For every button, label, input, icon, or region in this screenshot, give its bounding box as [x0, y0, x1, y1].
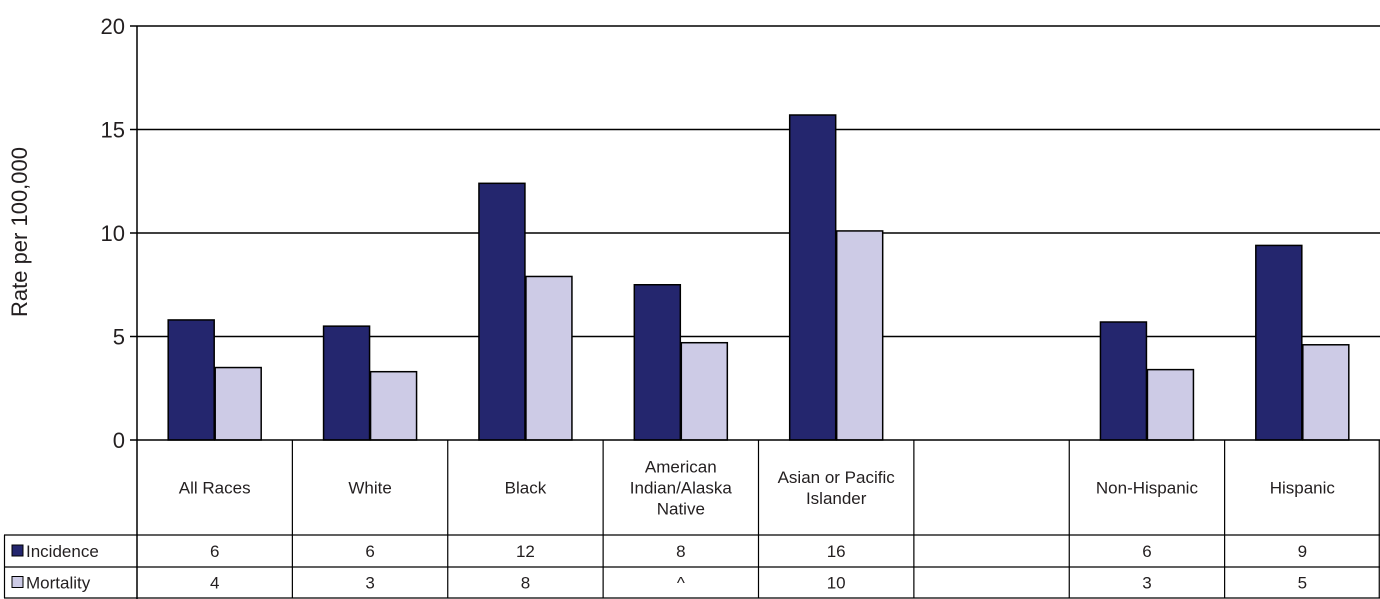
bar-mortality [835, 230, 884, 441]
bars [167, 114, 1350, 441]
table-cell-value: 5 [1298, 574, 1307, 593]
table-cell-value: 10 [827, 574, 846, 593]
y-tick-label: 0 [113, 428, 125, 453]
y-axis-label: Rate per 100,000 [7, 147, 32, 317]
category-label: Asian or Pacific [778, 468, 896, 487]
bar-incidence [322, 325, 371, 441]
bar-incidence [1099, 321, 1148, 441]
bar-incidence [1255, 244, 1303, 441]
data-table: All Races White Black American Indian/Alaska… [3, 440, 1380, 599]
legend-label-incidence: Incidence [26, 542, 99, 561]
y-tick-label: 15 [101, 118, 125, 143]
bar-mortality [1146, 368, 1195, 441]
table-cell-value: 3 [1142, 574, 1151, 593]
table-cell-value: 6 [210, 542, 219, 561]
table-cell-value: 16 [827, 542, 846, 561]
bar-incidence [478, 182, 526, 441]
legend-label-mortality: Mortality [26, 574, 91, 593]
bar-mortality [1302, 344, 1350, 441]
table-cell-value: 9 [1298, 542, 1307, 561]
bar-mortality [369, 370, 418, 441]
bar-mortality [525, 275, 573, 441]
legend-swatch-mortality [11, 576, 24, 588]
bar-incidence [788, 114, 837, 441]
y-tick-label: 5 [113, 325, 125, 350]
category-label: Indian/Alaska [630, 479, 733, 498]
category-label: Non-Hispanic [1096, 479, 1199, 498]
table-cell-value: 6 [1142, 542, 1151, 561]
category-label: Black [505, 479, 547, 498]
y-tick-label: 10 [101, 221, 125, 246]
table-cell-value: ^ [677, 574, 685, 593]
bar-incidence [633, 284, 682, 441]
category-label: White [348, 479, 391, 498]
category-label: Islander [806, 489, 867, 508]
category-label: Hispanic [1270, 479, 1336, 498]
table-cell-value: 4 [210, 574, 219, 593]
bar-mortality [214, 366, 262, 441]
category-label: All Races [179, 479, 251, 498]
y-tick-label: 20 [101, 14, 125, 39]
legend-swatch-incidence [11, 544, 24, 557]
bar-mortality [680, 341, 729, 441]
gridlines [137, 25, 1380, 338]
table-cell-value: 8 [676, 542, 685, 561]
table-cell-value: 3 [365, 574, 374, 593]
table-cell-value: 12 [516, 542, 535, 561]
category-label: Native [657, 500, 705, 519]
category-label: American [645, 458, 717, 477]
table-cell-value: 8 [521, 574, 530, 593]
bar-incidence [167, 319, 215, 441]
table-cell-value: 6 [365, 542, 374, 561]
